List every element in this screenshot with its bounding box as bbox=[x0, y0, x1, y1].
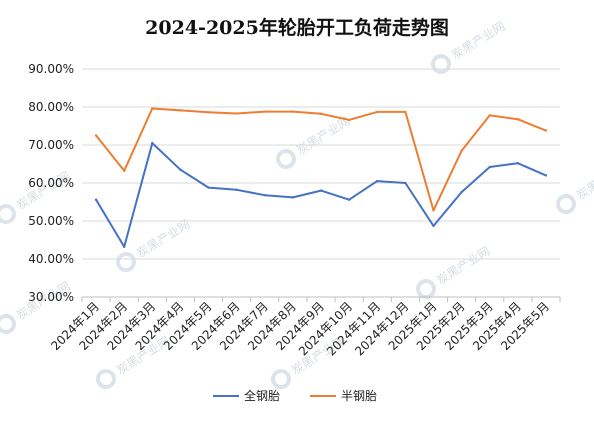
series-2-point bbox=[376, 110, 379, 114]
series-2-point bbox=[432, 209, 435, 212]
legend: 全钢胎 半钢胎 bbox=[213, 388, 377, 403]
series-1-point bbox=[207, 186, 210, 189]
series-2-point bbox=[460, 149, 463, 152]
series-1-point bbox=[404, 181, 407, 185]
watermark-3: 炭黑产业网 bbox=[116, 217, 192, 273]
series-2-point bbox=[319, 112, 323, 116]
series-2-point bbox=[347, 118, 351, 122]
series-2-point bbox=[516, 117, 520, 121]
watermark-logo-icon bbox=[96, 369, 117, 390]
series-1-point bbox=[460, 190, 463, 194]
series-1-point bbox=[94, 198, 98, 201]
series-1-point bbox=[376, 179, 379, 183]
series-1-point bbox=[347, 198, 351, 201]
chart-title: 2024-2025年轮胎开工负荷走势图 bbox=[145, 17, 449, 39]
watermark-4: 炭黑产业网 bbox=[416, 244, 492, 300]
watermark-logo-icon bbox=[556, 194, 577, 215]
watermark-logo-icon bbox=[271, 369, 292, 390]
watermark-logo-icon bbox=[116, 252, 137, 273]
y-tick-label: 70.00% bbox=[28, 138, 74, 152]
series-layer bbox=[94, 107, 548, 249]
series-2-point bbox=[179, 109, 182, 112]
series-1-point bbox=[151, 141, 154, 145]
watermark-text: 炭黑产业网 bbox=[134, 217, 192, 261]
watermark-text: 炭黑产业网 bbox=[574, 159, 594, 203]
series-1-point bbox=[516, 162, 520, 165]
series-1-point bbox=[488, 165, 491, 169]
series-1-point bbox=[122, 245, 126, 249]
watermark-logo-icon bbox=[431, 54, 452, 75]
watermark-7: 炭黑产业网 bbox=[0, 279, 72, 335]
series-1-point bbox=[179, 168, 182, 171]
series-2-point bbox=[291, 110, 295, 113]
y-tick-label: 60.00% bbox=[28, 176, 74, 190]
y-tick-label: 80.00% bbox=[28, 100, 74, 114]
watermark-logo-icon bbox=[276, 149, 297, 170]
y-tick-label: 40.00% bbox=[28, 252, 74, 266]
watermark-logo-icon bbox=[0, 314, 17, 335]
series-1-point bbox=[432, 224, 435, 228]
series-2-point bbox=[544, 129, 548, 132]
series-2-point bbox=[235, 112, 238, 115]
watermark-logo-icon bbox=[0, 204, 17, 225]
series-line-2 bbox=[95, 107, 547, 212]
y-tick-label: 50.00% bbox=[28, 214, 74, 228]
series-1-point bbox=[319, 189, 323, 192]
series-2-point bbox=[404, 110, 407, 114]
series-2-point bbox=[207, 111, 210, 114]
series-1-point bbox=[263, 193, 266, 197]
series-2-point bbox=[122, 169, 126, 173]
y-tick-label: 90.00% bbox=[28, 62, 74, 76]
watermark-1: 炭黑产业网 bbox=[431, 19, 507, 75]
watermark-2: 炭黑产业网 bbox=[276, 114, 352, 170]
series-1-point bbox=[544, 174, 548, 177]
watermark-text: 炭黑产业网 bbox=[434, 244, 492, 288]
series-1-point bbox=[235, 188, 238, 192]
watermark-text: 炭黑产业网 bbox=[449, 19, 507, 63]
legend-label-1: 全钢胎 bbox=[244, 388, 280, 403]
series-2-point bbox=[488, 114, 491, 117]
axis-layer: 2024年1月2024年2月2024年3月2024年4月2024年5月2024年… bbox=[48, 296, 561, 358]
watermark-text: 炭黑产业网 bbox=[294, 114, 352, 158]
legend-label-2: 半钢胎 bbox=[341, 389, 377, 403]
series-2-point bbox=[263, 110, 266, 113]
series-2-point bbox=[94, 134, 98, 137]
grid-layer: 30.00% 40.00% 50.00% 60.00% 70.00% 80.00% 90.0… bbox=[28, 62, 560, 304]
series-2-point bbox=[151, 107, 154, 110]
y-tick-label: 30.00% bbox=[28, 290, 74, 304]
series-1-point bbox=[291, 196, 295, 199]
watermark-logo-icon bbox=[416, 279, 437, 300]
watermark-9: 炭黑产业网 bbox=[556, 159, 594, 215]
